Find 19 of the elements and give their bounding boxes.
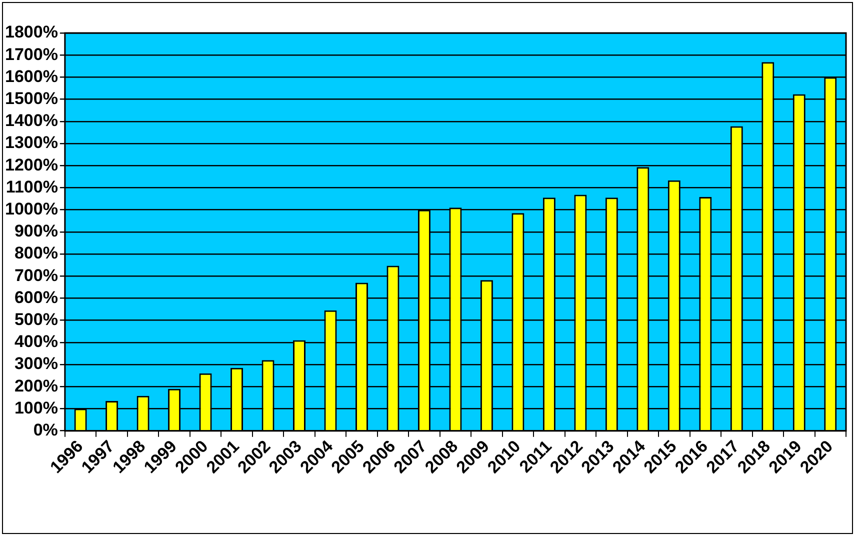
y-tick-label: 0%: [33, 420, 58, 440]
y-tick-label: 1400%: [4, 111, 58, 130]
y-tick-label: 900%: [14, 222, 58, 241]
y-tick-label: 1800%: [4, 22, 58, 42]
y-tick-label: 100%: [14, 398, 58, 418]
y-tick-label: 200%: [14, 376, 58, 396]
y-tick-label: 800%: [14, 244, 58, 263]
y-tick-label: 300%: [14, 354, 58, 374]
y-tick-label: 400%: [14, 332, 58, 352]
y-tick-label: 1200%: [4, 155, 58, 174]
y-tick-label: 500%: [14, 310, 58, 330]
y-tick-label: 1300%: [4, 133, 58, 152]
y-tick-label: 1100%: [6, 177, 58, 196]
y-tick-label: 700%: [14, 266, 58, 285]
y-tick-label: 1600%: [4, 66, 58, 86]
y-tick-label: 1000%: [4, 200, 58, 218]
y-tick-label: 1500%: [4, 88, 58, 108]
y-tick-label: 600%: [14, 288, 58, 307]
y-tick-label: 1700%: [4, 44, 58, 64]
